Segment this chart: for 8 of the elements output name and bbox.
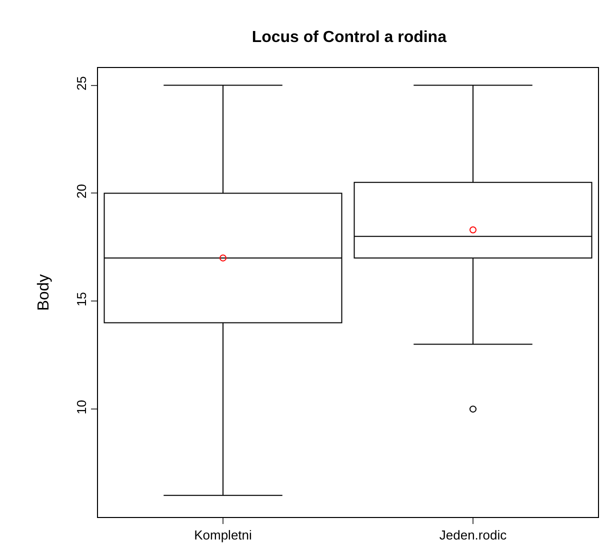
x-tick-label: Jeden.rodic: [439, 528, 508, 543]
y-tick-label: 15: [74, 292, 89, 306]
y-tick-label: 25: [74, 76, 89, 91]
chart-title: Locus of Control a rodina: [252, 28, 447, 46]
y-axis-title: Body: [36, 274, 53, 311]
y-tick-label: 10: [74, 400, 89, 414]
y-tick-label: 20: [74, 184, 89, 198]
x-tick-label: Kompletni: [194, 528, 252, 543]
